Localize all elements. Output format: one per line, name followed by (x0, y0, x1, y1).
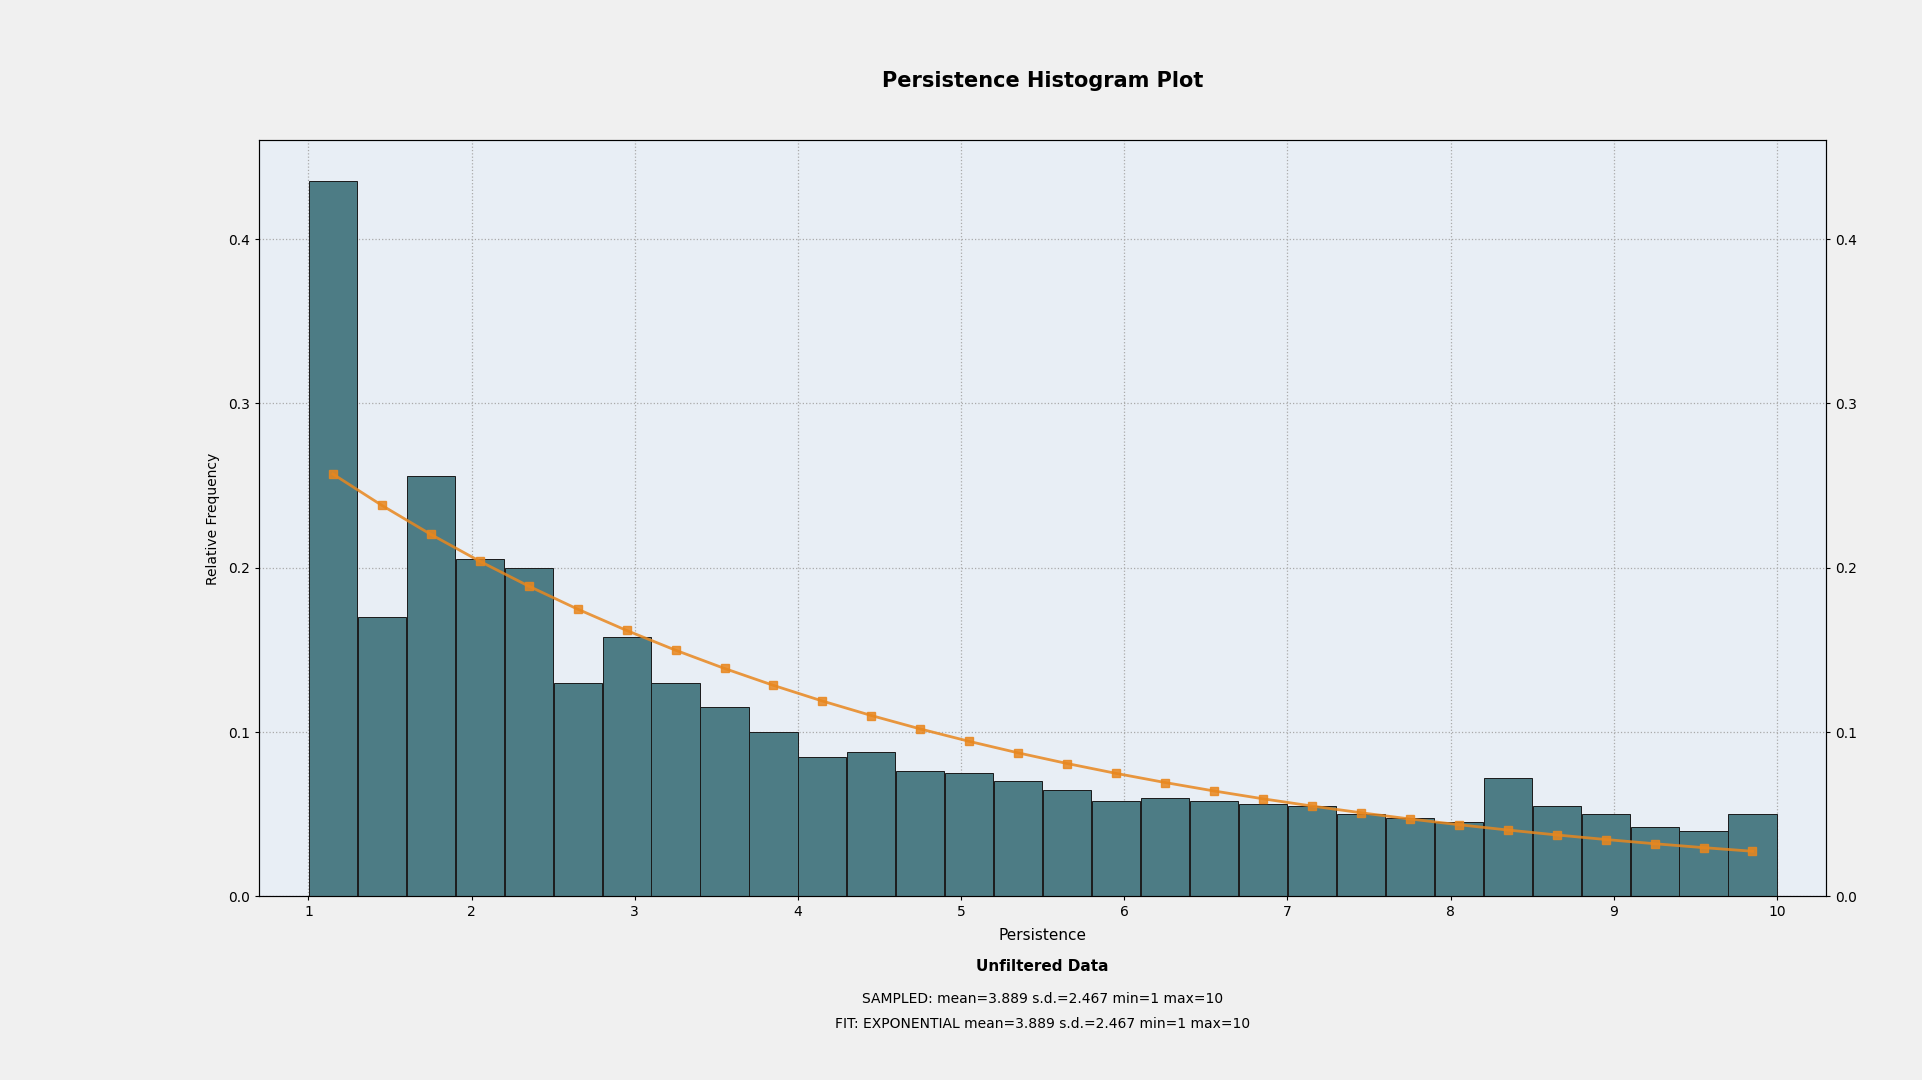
Text: Persistence Histogram Plot: Persistence Histogram Plot (882, 71, 1203, 91)
Bar (1142, 798, 1190, 896)
Bar (1484, 778, 1532, 896)
Bar (946, 773, 994, 896)
Bar (407, 475, 456, 896)
Bar (1288, 806, 1336, 896)
Bar (1728, 814, 1776, 896)
Bar (848, 752, 896, 896)
Bar (554, 683, 602, 896)
Y-axis label: Relative Frequency: Relative Frequency (206, 453, 221, 584)
Bar (602, 637, 652, 896)
Bar (1092, 801, 1140, 896)
Bar (750, 732, 798, 896)
Bar (456, 559, 504, 896)
Bar (896, 771, 944, 896)
Text: Unfiltered Data: Unfiltered Data (976, 959, 1109, 974)
Bar (994, 781, 1042, 896)
Bar (505, 568, 554, 896)
Bar (1240, 805, 1288, 896)
Bar (357, 617, 406, 896)
Bar (1338, 814, 1386, 896)
Bar (1582, 814, 1630, 896)
Bar (1190, 801, 1238, 896)
Bar (1532, 806, 1580, 896)
Bar (309, 181, 357, 896)
Bar (1434, 823, 1484, 896)
Bar (1386, 818, 1434, 896)
Bar (1630, 827, 1678, 896)
Bar (798, 757, 846, 896)
Text: SAMPLED: mean=3.889 s.d.=2.467 min=1 max=10: SAMPLED: mean=3.889 s.d.=2.467 min=1 max… (863, 993, 1222, 1005)
Bar (652, 683, 700, 896)
X-axis label: Persistence: Persistence (999, 928, 1086, 943)
Text: FIT: EXPONENTIAL mean=3.889 s.d.=2.467 min=1 max=10: FIT: EXPONENTIAL mean=3.889 s.d.=2.467 m… (836, 1017, 1249, 1030)
Bar (700, 707, 748, 896)
Bar (1044, 789, 1092, 896)
Bar (1680, 831, 1728, 896)
